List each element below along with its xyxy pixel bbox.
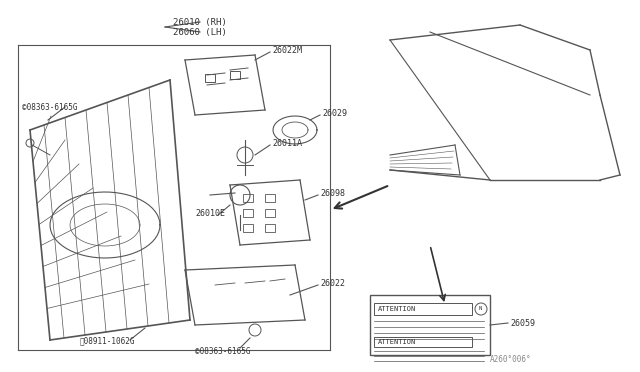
Bar: [374, 337, 472, 347]
Bar: [370, 295, 490, 355]
Bar: [374, 303, 472, 315]
Text: ©08363-6165G: ©08363-6165G: [195, 347, 250, 356]
Text: 26011A: 26011A: [272, 138, 302, 148]
Text: 26060 (LH): 26060 (LH): [173, 28, 227, 36]
Text: ⓝ08911-1062G: ⓝ08911-1062G: [80, 337, 136, 346]
Text: 26059: 26059: [510, 318, 535, 327]
Text: 26022M: 26022M: [272, 45, 302, 55]
Text: ATTENTION: ATTENTION: [378, 306, 416, 312]
Text: N: N: [479, 307, 483, 311]
Text: ATTENTION: ATTENTION: [378, 339, 416, 345]
Text: 26029: 26029: [322, 109, 347, 118]
Text: A260°006°: A260°006°: [490, 356, 532, 365]
Text: 26098: 26098: [320, 189, 345, 198]
Text: 26010 (RH): 26010 (RH): [173, 17, 227, 26]
Text: 26022: 26022: [320, 279, 345, 288]
Text: ©08363-6165G: ©08363-6165G: [22, 103, 77, 112]
Text: 26010E: 26010E: [195, 208, 225, 218]
